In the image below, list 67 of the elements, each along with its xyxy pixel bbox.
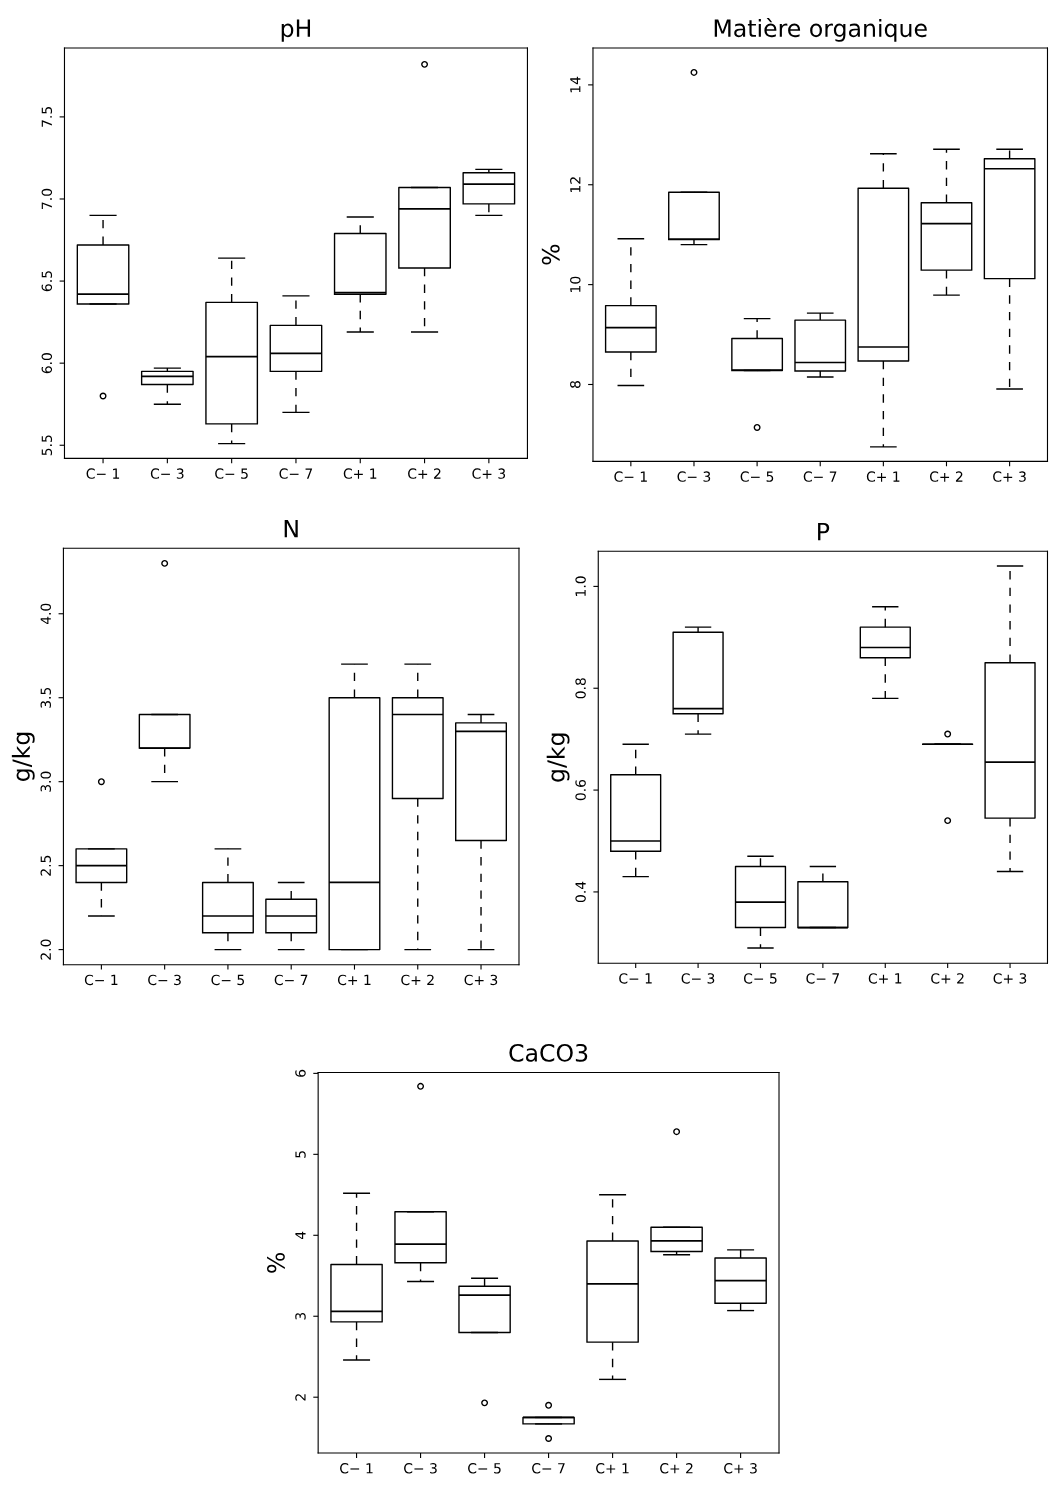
x-tick-label: C− 5 <box>740 471 774 482</box>
y-axis-title: g/kg <box>11 732 35 781</box>
x-tick-label: C+ 2 <box>929 471 963 482</box>
x-tick-label: C+ 3 <box>724 1463 757 1474</box>
y-tick-label: 10 <box>570 276 581 292</box>
x-tick-label: C− 5 <box>743 973 777 984</box>
y-tick-label: 8 <box>570 381 581 388</box>
x-tick-label: C+ 1 <box>596 1463 629 1474</box>
x-tick-label: C+ 3 <box>464 974 498 986</box>
x-tick-label: C− 7 <box>803 471 837 482</box>
x-tick-label: C+ 2 <box>660 1463 693 1474</box>
x-tick-label: C+ 2 <box>408 468 441 479</box>
y-axis-title: % <box>541 244 560 265</box>
x-tick-label: C− 1 <box>619 973 652 984</box>
y-tick-label: 5 <box>295 1151 306 1158</box>
y-axis-title: % <box>267 1252 285 1273</box>
y-tick-label: 14 <box>570 76 581 93</box>
x-tick-label: C+ 2 <box>401 974 434 986</box>
x-tick-label: C− 3 <box>681 973 715 984</box>
x-tick-label: C− 3 <box>150 468 184 479</box>
y-tick-label: 6.0 <box>41 353 53 374</box>
x-tick-label: C− 7 <box>532 1463 565 1474</box>
y-tick-label: 5.5 <box>41 435 53 456</box>
y-tick-label: 0.4 <box>575 881 586 903</box>
x-tick-label: C− 1 <box>86 468 120 479</box>
x-tick-label: C− 1 <box>614 471 647 482</box>
x-tick-label: C− 1 <box>84 974 118 986</box>
x-tick-label: C+ 2 <box>931 973 964 984</box>
x-tick-label: C+ 3 <box>472 468 506 479</box>
x-tick-label: C+ 1 <box>866 471 900 482</box>
y-tick-label: 2 <box>295 1394 306 1401</box>
x-tick-label: C− 5 <box>468 1463 501 1474</box>
y-tick-label: 4 <box>295 1231 306 1240</box>
x-tick-label: C− 3 <box>404 1463 437 1474</box>
chart-title: P <box>818 522 830 541</box>
x-tick-label: C− 1 <box>340 1463 373 1474</box>
x-tick-label: C− 3 <box>677 471 711 482</box>
x-tick-label: C+ 3 <box>993 471 1026 482</box>
y-tick-label: 0.6 <box>575 779 586 801</box>
y-tick-label: 2.0 <box>40 939 52 960</box>
x-tick-label: C− 5 <box>211 974 245 986</box>
x-tick-label: C+ 3 <box>993 973 1027 984</box>
y-axis-title: g/kg <box>546 733 570 782</box>
y-tick-label: 2.5 <box>40 855 52 876</box>
x-tick-label: C− 7 <box>806 973 839 984</box>
y-tick-label: 3 <box>295 1312 306 1320</box>
y-tick-label: 3.5 <box>40 687 52 708</box>
x-tick-label: C+ 1 <box>868 973 902 984</box>
y-tick-label: 4.0 <box>40 603 52 625</box>
y-tick-label: 6.5 <box>41 271 53 292</box>
y-tick-label: 1.0 <box>575 576 586 596</box>
y-tick-label: 7.5 <box>41 107 53 127</box>
x-tick-label: C− 5 <box>215 468 248 479</box>
x-tick-label: C− 7 <box>279 468 313 479</box>
x-tick-label: C+ 1 <box>337 974 371 986</box>
y-tick-label: 7.0 <box>41 188 53 209</box>
x-tick-label: C− 3 <box>148 974 181 986</box>
chart-title: Matière organique <box>714 17 927 42</box>
x-tick-label: C+ 1 <box>343 468 377 479</box>
chart-title: N <box>284 519 298 538</box>
chart-title: pH <box>281 19 311 42</box>
x-tick-label: C− 7 <box>274 974 308 986</box>
y-tick-label: 12 <box>570 177 581 193</box>
chart-title: CaCO3 <box>509 1043 588 1062</box>
y-tick-label: 0.8 <box>575 678 586 699</box>
y-tick-label: 3.0 <box>40 771 52 792</box>
y-tick-label: 6 <box>295 1069 306 1077</box>
